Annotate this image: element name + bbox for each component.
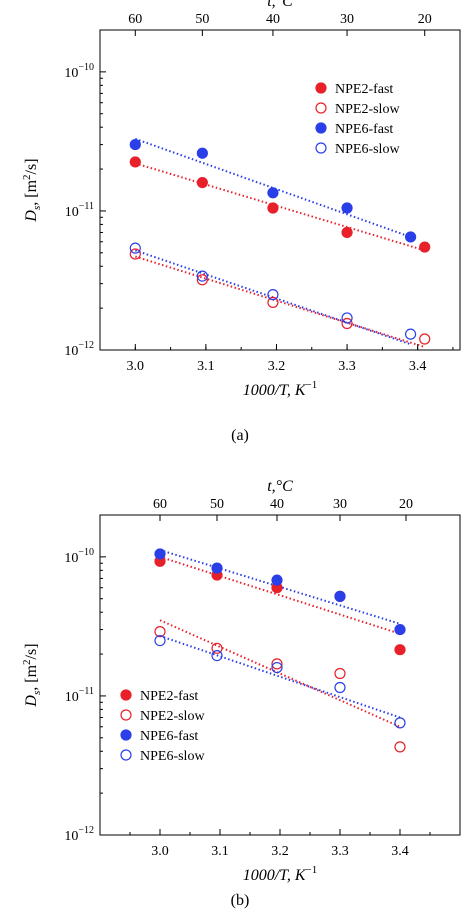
data-point-npe2-slow	[129, 248, 141, 260]
x-tick-label: 3.2	[271, 844, 289, 859]
legend-marker	[315, 82, 327, 94]
top-tick-label: 30	[333, 497, 347, 512]
y-tick-label: 10−11	[65, 686, 94, 705]
data-point-npe6-slow	[271, 661, 283, 674]
data-point-npe6-fast	[267, 187, 279, 199]
legend-marker	[315, 142, 327, 154]
x-tick-label: 3.4	[391, 844, 409, 859]
data-point-npe2-fast	[341, 226, 353, 239]
data-point-npe2-fast	[394, 644, 406, 656]
panel-label: (b)	[231, 892, 250, 909]
x-tick-label: 3.1	[211, 844, 229, 859]
legend-marker	[120, 729, 132, 741]
chart-panel-1: 3.0 3.1 3.2 3.3 3.4 60 50 40 30 20 10−12 10−11 10−10…	[21, 478, 461, 909]
y-tick-label: 10−10	[64, 547, 94, 566]
x-tick-label: 3.0	[127, 359, 145, 374]
data-point-npe6-slow	[341, 312, 353, 324]
data-point-npe2-slow	[267, 296, 279, 308]
legend: NPE2-fast NPE2-slow NPE6-fast NPE6-slow	[315, 82, 400, 157]
legend-marker	[120, 709, 132, 721]
x-axis-title: 1000/T, K−1	[243, 379, 318, 399]
top-tick-label: 30	[340, 12, 354, 27]
data-point-npe6-fast	[129, 138, 141, 151]
data-point-npe2-fast	[196, 176, 208, 189]
legend-label: NPE2-slow	[140, 709, 205, 724]
data-point-npe6-slow	[154, 634, 166, 647]
y-tick-label: 10−10	[64, 62, 94, 81]
data-point-npe2-fast	[129, 156, 141, 168]
chart-panel-0: 3.0 3.1 3.2 3.3 3.4 60 50 40 30 20 10−12 10−11 10−10…	[21, 0, 461, 444]
y-tick-label: 10−11	[65, 201, 94, 220]
data-point-npe6-slow	[334, 681, 346, 694]
legend: NPE2-fast NPE2-slow NPE6-fast NPE6-slow	[120, 689, 205, 764]
legend-label: NPE6-fast	[335, 122, 393, 137]
fit-line-npe6-fast	[159, 549, 401, 625]
top-tick-label: 50	[210, 497, 224, 512]
data-point-npe2-slow	[334, 667, 346, 680]
top-tick-label: 40	[270, 497, 284, 512]
legend-marker	[315, 102, 327, 114]
top-tick-label: 20	[418, 12, 432, 27]
top-tick-label: 60	[128, 12, 142, 27]
top-axis-title: t,°C	[267, 478, 293, 495]
x-tick-label: 3.3	[338, 359, 356, 374]
fit-line-npe6-fast	[134, 137, 411, 238]
data-point-npe2-slow	[271, 658, 283, 670]
legend-label: NPE6-fast	[140, 729, 198, 744]
data-point-npe6-fast	[154, 548, 166, 560]
legend-label: NPE6-slow	[335, 142, 400, 157]
legend-marker	[315, 122, 327, 134]
fit-line-npe2-fast	[135, 162, 425, 252]
plot-frame	[99, 29, 461, 351]
data-point-npe6-slow	[267, 289, 279, 301]
data-point-npe6-fast	[341, 202, 353, 214]
data-point-npe6-fast	[404, 231, 417, 243]
data-point-npe6-fast	[196, 147, 208, 159]
top-tick-label: 40	[266, 12, 280, 27]
data-point-npe2-slow	[394, 741, 406, 753]
x-tick-label: 3.4	[409, 359, 427, 374]
fit-line-npe2-slow	[134, 255, 426, 349]
legend-label: NPE2-fast	[335, 82, 393, 97]
y-tick-label: 10−12	[64, 825, 94, 844]
legend-marker	[120, 689, 132, 701]
data-point-npe6-slow	[196, 270, 208, 282]
data-point-npe6-slow	[211, 649, 223, 662]
data-point-npe2-fast	[419, 241, 431, 253]
data-point-npe6-slow	[394, 717, 406, 729]
data-point-npe2-slow	[196, 274, 208, 286]
data-point-npe6-fast	[334, 590, 346, 602]
legend-label: NPE2-fast	[140, 689, 198, 704]
y-axis-title: Ds, [m2/s]	[21, 643, 43, 707]
y-axis-title: Ds, [m2/s]	[21, 158, 43, 222]
top-tick-label: 60	[153, 497, 167, 512]
data-point-npe6-fast	[211, 562, 223, 574]
data-point-npe2-fast	[267, 202, 279, 214]
top-tick-label: 20	[399, 497, 413, 512]
data-point-npe2-slow	[211, 642, 223, 654]
data-point-npe2-slow	[154, 626, 166, 638]
top-tick-label: 50	[195, 12, 209, 27]
top-axis-title: t,°C	[267, 0, 293, 10]
y-tick-label: 10−12	[64, 340, 94, 359]
data-point-npe6-slow	[404, 328, 417, 340]
legend-label: NPE6-slow	[140, 749, 205, 764]
legend-marker	[120, 749, 132, 761]
data-point-npe6-fast	[271, 574, 283, 586]
x-tick-label: 3.2	[268, 359, 286, 374]
data-point-npe2-slow	[341, 317, 353, 330]
x-axis-title: 1000/T, K−1	[243, 864, 318, 884]
fit-line-npe2-fast	[159, 555, 401, 635]
x-tick-label: 3.1	[197, 359, 215, 374]
plot-frame	[99, 514, 461, 836]
x-tick-label: 3.0	[151, 844, 169, 859]
data-point-npe6-slow	[129, 242, 141, 254]
data-point-npe2-slow	[419, 333, 431, 345]
x-tick-label: 3.3	[331, 844, 349, 859]
panel-label: (a)	[231, 427, 249, 444]
fit-line-npe6-slow	[159, 634, 401, 719]
legend-label: NPE2-slow	[335, 102, 400, 117]
data-point-npe6-fast	[394, 623, 406, 636]
